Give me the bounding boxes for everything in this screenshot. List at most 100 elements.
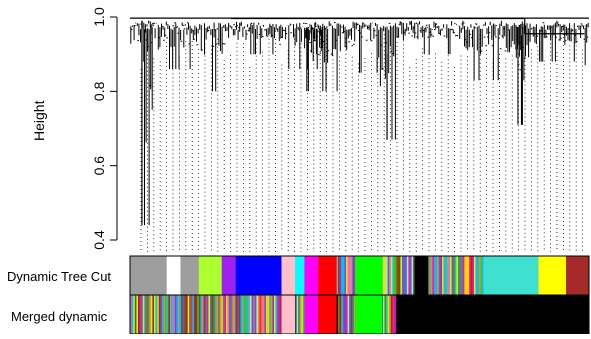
dynamic-module	[198, 256, 222, 295]
dynamic-stripe	[445, 256, 447, 295]
merged-stripe	[242, 295, 244, 334]
y-tick-label: 0.8	[91, 81, 107, 101]
dynamic-stripe	[429, 256, 431, 295]
merged-stripe	[347, 295, 350, 334]
branch-cluster	[157, 21, 199, 69]
merged-stripe	[211, 295, 214, 334]
branch-cluster	[529, 20, 580, 62]
merged-stripe	[178, 295, 180, 334]
merged-module	[354, 295, 383, 334]
merged-stripe	[384, 295, 387, 334]
branch-cluster	[580, 22, 589, 66]
merged-stripe	[205, 295, 207, 334]
dynamic-stripe	[458, 256, 460, 295]
dynamic-stripe	[406, 256, 409, 295]
dynamic-stripe	[451, 256, 454, 295]
merged-stripe	[197, 295, 199, 334]
merged-stripe	[274, 295, 276, 334]
merged-stripe	[350, 295, 353, 334]
dynamic-module	[414, 256, 429, 295]
dynamic-module	[483, 256, 539, 295]
merged-stripe	[229, 295, 231, 334]
dynamic-stripe	[349, 256, 351, 295]
dynamic-stripe	[462, 256, 465, 295]
merged-stripe	[254, 295, 257, 334]
merged-stripe	[248, 295, 251, 334]
dynamic-stripe	[405, 256, 407, 295]
merged-stripe	[266, 295, 268, 334]
merged-stripe	[152, 295, 155, 334]
merged-stripe	[392, 295, 395, 334]
dynamic-module	[221, 256, 236, 295]
dynamic-stripe	[442, 256, 444, 295]
merged-stripe	[155, 295, 158, 334]
merged-stripe	[342, 295, 345, 334]
merged-stripe	[163, 295, 166, 334]
merged-stripe	[341, 295, 343, 334]
branch-cluster	[515, 23, 530, 125]
merged-stripe	[176, 295, 179, 334]
dynamic-stripe	[450, 256, 452, 295]
branch-cluster	[277, 22, 323, 69]
y-tick-label: 1.0	[91, 7, 107, 27]
dynamic-stripe	[382, 256, 385, 295]
merged-stripe	[158, 295, 161, 334]
merged-stripe	[382, 295, 385, 334]
merged-module	[396, 295, 589, 334]
dynamic-stripe	[413, 256, 415, 295]
dynamic-stripe	[475, 256, 478, 295]
dynamic-stripe	[434, 256, 436, 295]
merged-stripe	[338, 295, 340, 334]
merged-stripe	[206, 295, 209, 334]
dynamic-stripe	[392, 256, 395, 295]
dynamic-tree-cut-color-row	[130, 256, 589, 295]
merged-stripe	[219, 295, 222, 334]
merged-dynamic-label: Merged dynamic	[11, 309, 108, 324]
dynamic-stripe	[459, 256, 462, 295]
merged-stripe	[275, 295, 278, 334]
dynamic-stripe	[386, 256, 388, 295]
dynamic-stripe	[403, 256, 406, 295]
merged-stripe	[214, 295, 217, 334]
merged-stripe	[267, 295, 270, 334]
merged-stripe	[139, 295, 142, 334]
dynamic-stripe	[466, 256, 468, 295]
merged-stripe	[256, 295, 259, 334]
merged-stripe	[224, 295, 227, 334]
merged-stripe	[202, 295, 204, 334]
merged-stripe	[138, 295, 140, 334]
merged-stripe	[170, 295, 172, 334]
dynamic-stripe	[347, 256, 350, 295]
merged-stripe	[136, 295, 139, 334]
merged-stripe	[187, 295, 190, 334]
dynamic-stripe	[341, 256, 343, 295]
merged-stripe	[227, 295, 230, 334]
merged-stripe	[194, 295, 196, 334]
dynamic-tree-cut-label: Dynamic Tree Cut	[7, 269, 112, 284]
merged-stripe	[298, 295, 300, 334]
dynamic-stripe	[342, 256, 345, 295]
merged-stripe	[277, 295, 279, 334]
dynamic-stripe	[410, 256, 412, 295]
dynamic-stripe	[446, 256, 449, 295]
dynamic-stripe	[472, 256, 475, 295]
dynamic-stripe	[432, 256, 435, 295]
dynamic-stripe	[400, 256, 403, 295]
dynamic-stripe	[467, 256, 470, 295]
dynamic-stripe	[390, 256, 393, 295]
dynamic-stripe	[464, 256, 467, 295]
merged-stripe	[250, 295, 252, 334]
dynamic-stripe	[435, 256, 438, 295]
merged-stripe	[216, 295, 219, 334]
branch-cluster	[199, 22, 231, 92]
merged-stripe	[154, 295, 156, 334]
merged-stripe	[208, 295, 211, 334]
merged-stripe	[262, 295, 265, 334]
merged-stripe	[258, 295, 260, 334]
dynamic-stripe	[339, 256, 342, 295]
merged-stripe	[218, 295, 220, 334]
dynamic-stripe	[461, 256, 463, 295]
branch-cluster	[231, 21, 277, 55]
merged-stripe	[171, 295, 174, 334]
